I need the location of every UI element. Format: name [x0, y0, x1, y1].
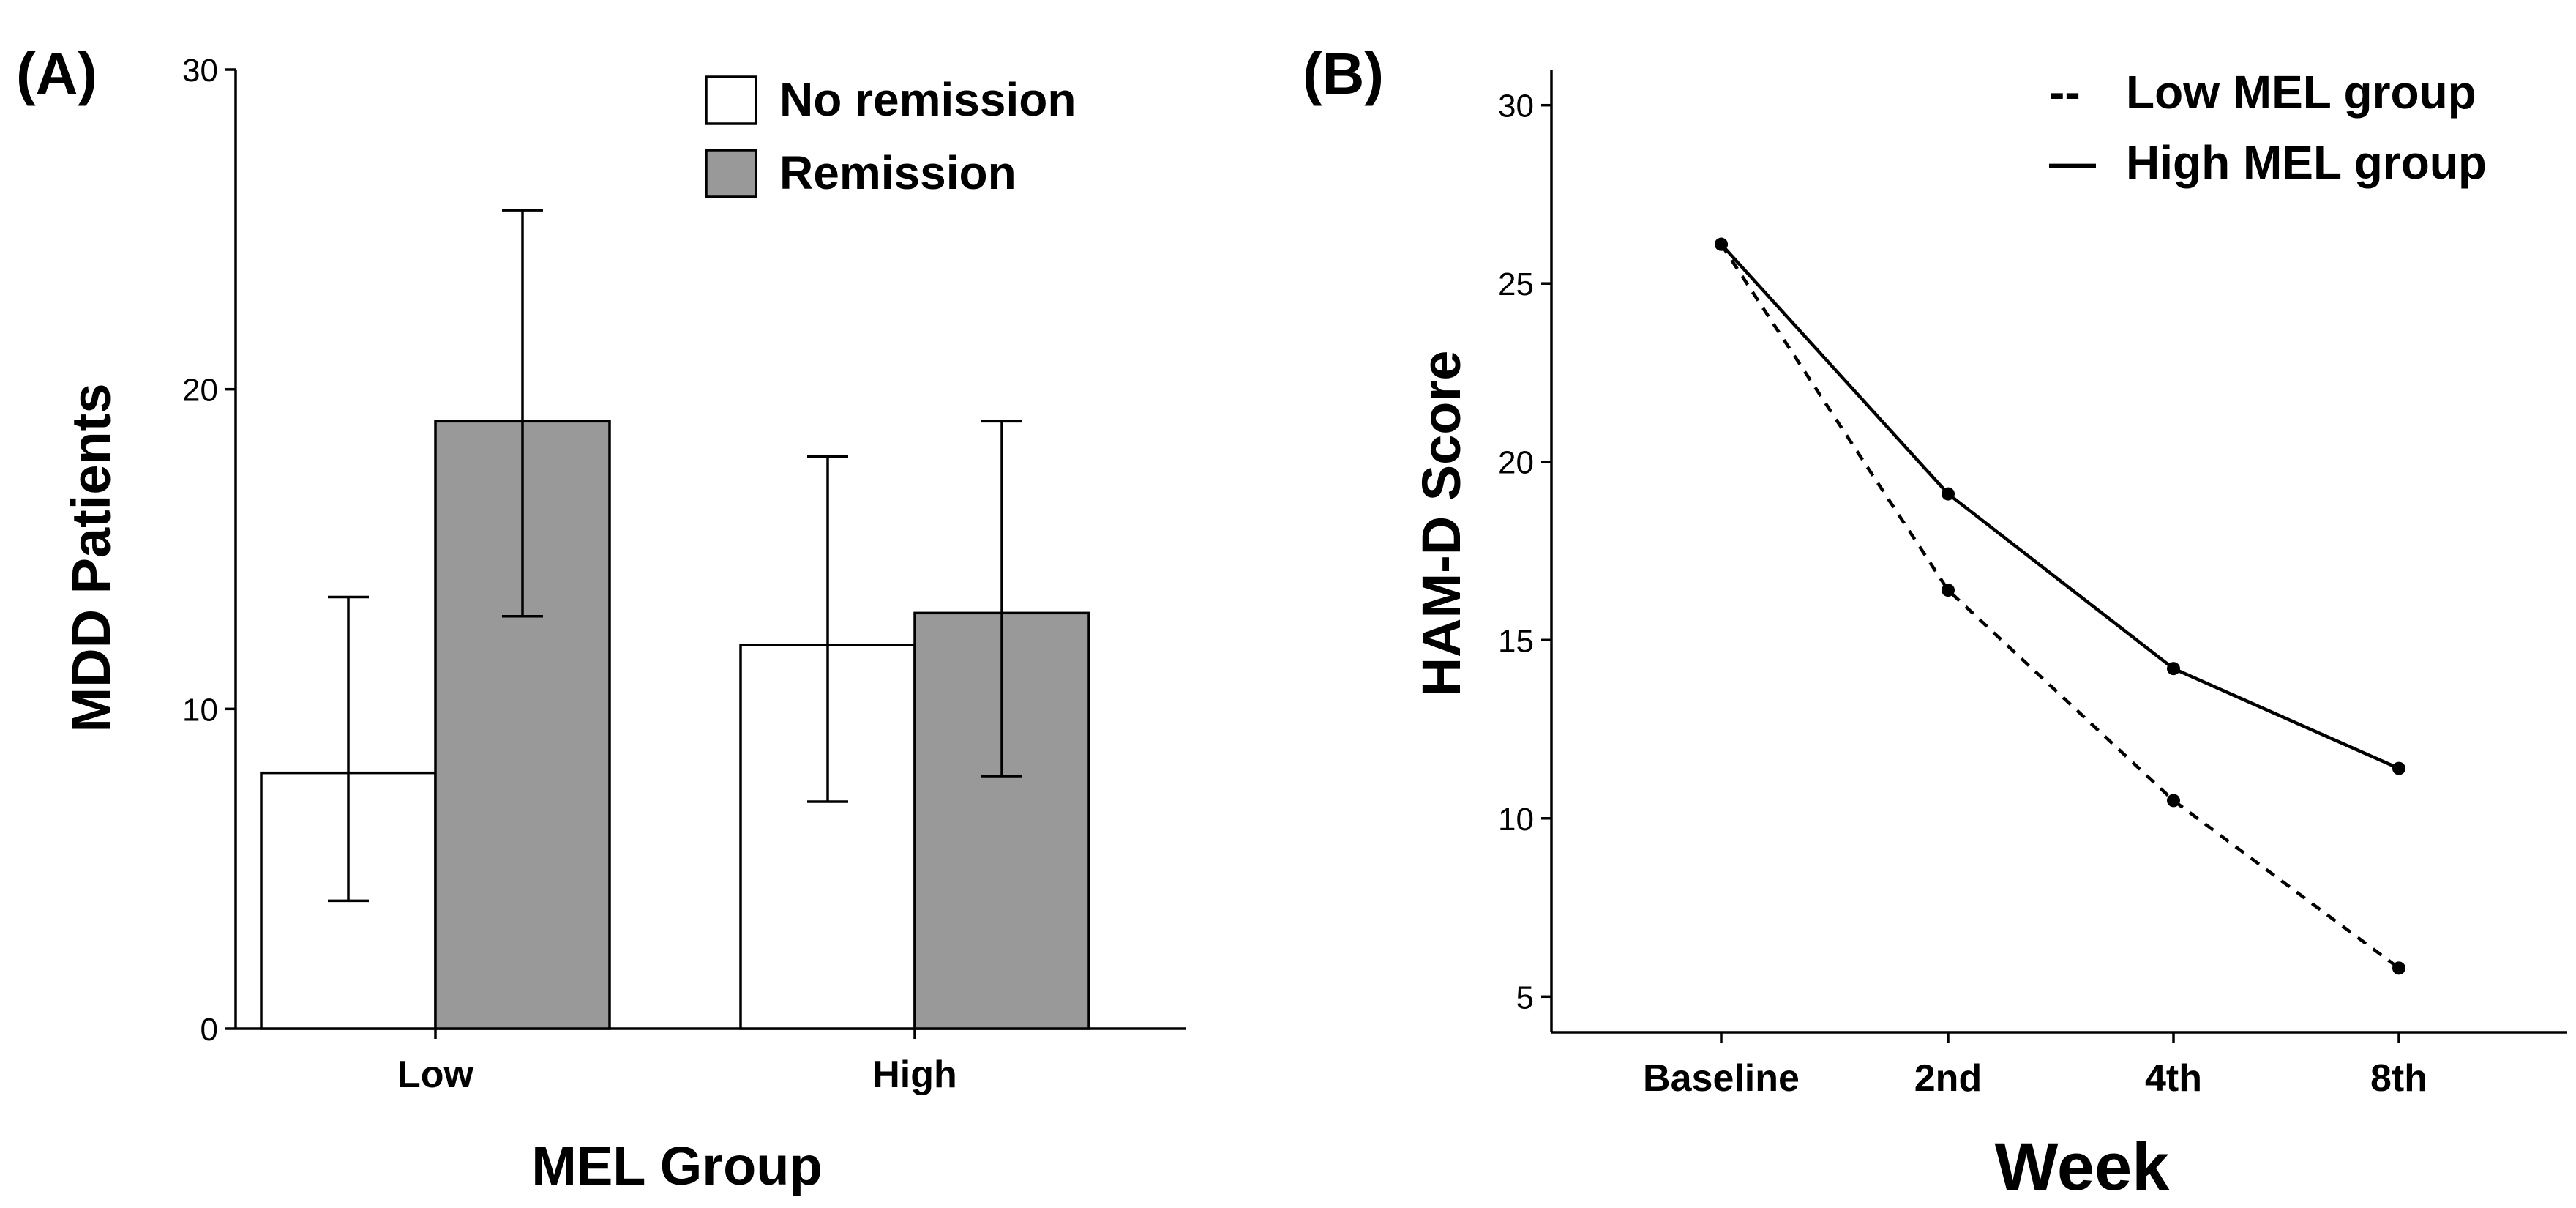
- x-tick-label-low: Low: [397, 1054, 474, 1096]
- y-tick-label-b: 20: [1498, 445, 1534, 481]
- y-tick-label-a: 10: [182, 692, 218, 728]
- legend-label-a: No remission: [779, 73, 1076, 126]
- bar-chart-marks: 0 10 20 30 Low High No remission Remission: [182, 53, 1186, 1096]
- legend-marker-b: --: [2049, 66, 2081, 119]
- y-tick-label-b: 5: [1516, 980, 1534, 1015]
- panel-b-label: (B): [1303, 41, 1384, 106]
- y-tick-label-a: 20: [182, 373, 218, 409]
- series-line-high-mel-group: [1720, 243, 2400, 770]
- legend-swatch-a: [705, 75, 757, 125]
- y-axis-title-b: HAM-D Score: [1411, 351, 1472, 697]
- y-tick-label-b: 15: [1498, 623, 1534, 659]
- data-point: [1942, 584, 1955, 597]
- x-axis-title-b: Week: [1995, 1130, 2171, 1204]
- y-tick-label-b: 25: [1498, 266, 1534, 302]
- x-tick-label-b: 4th: [2145, 1057, 2202, 1100]
- line-chart-marks: 5 10 15 20 25 30 Baseline 2nd 4th 8th -- Low MEL gr…: [1498, 66, 2567, 1100]
- legend-swatch-a: [705, 149, 757, 198]
- x-axis-title-a: MEL Group: [531, 1136, 822, 1196]
- data-point: [1715, 237, 1728, 251]
- data-point: [2392, 761, 2405, 775]
- x-tick-label-b: Baseline: [1643, 1057, 1800, 1100]
- legend-label-a: Remission: [779, 146, 1016, 199]
- y-tick-label-a: 0: [201, 1012, 218, 1048]
- panel-a-label: (A): [16, 41, 97, 106]
- legend-label-b: Low MEL group: [2126, 66, 2476, 119]
- data-point: [2167, 662, 2180, 676]
- series-line-low-mel-group: [1720, 243, 2400, 970]
- x-tick-label-b: 8th: [2370, 1057, 2427, 1100]
- legend-marker-b: —: [2049, 136, 2096, 189]
- x-tick-label-b: 2nd: [1914, 1057, 1982, 1100]
- data-point: [1942, 487, 1955, 501]
- line-chart-panel: 5 10 15 20 25 30 Baseline 2nd 4th 8th -- Low MEL gr…: [1411, 66, 2567, 1204]
- y-tick-label-b: 30: [1498, 89, 1534, 124]
- data-point: [2167, 794, 2180, 808]
- bar-chart-panel: 0 10 20 30 Low High No remission Remission MDD …: [61, 53, 1186, 1196]
- y-axis-title-a: MDD Patients: [61, 384, 121, 733]
- data-point: [2392, 961, 2405, 975]
- x-tick-label-high: High: [872, 1054, 957, 1096]
- y-tick-label-b: 10: [1498, 802, 1534, 838]
- y-tick-label-a: 30: [182, 53, 218, 89]
- legend-label-b: High MEL group: [2126, 136, 2487, 189]
